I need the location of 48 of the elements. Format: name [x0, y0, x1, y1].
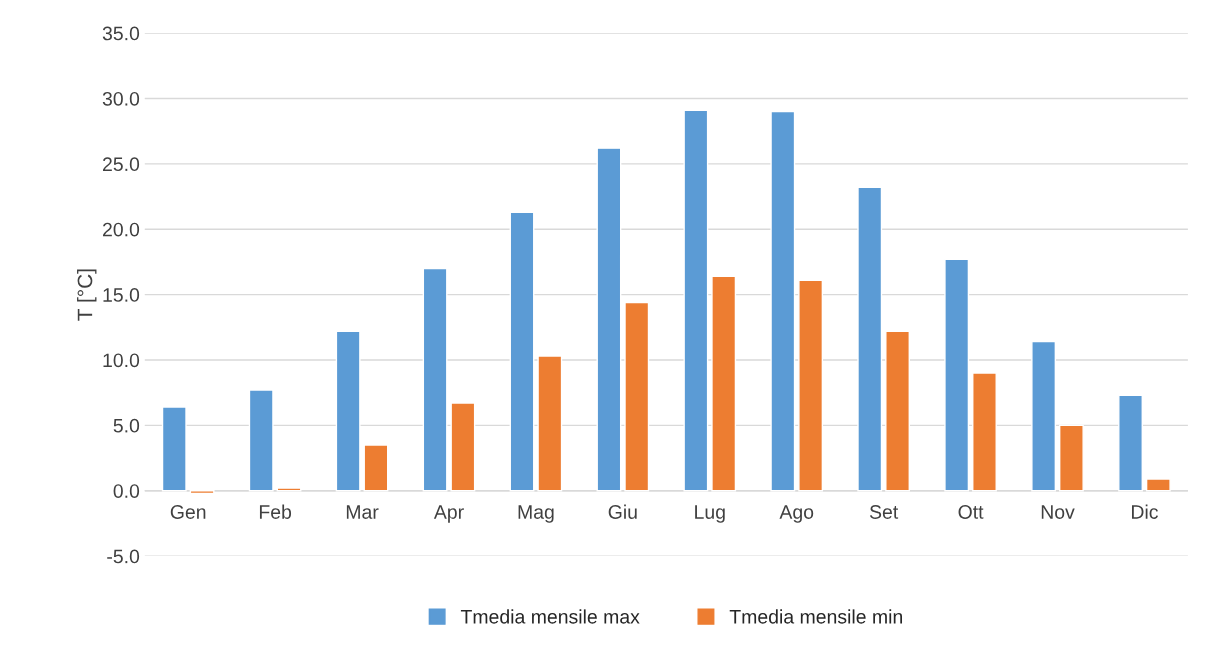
bar	[885, 330, 910, 492]
bar	[857, 186, 883, 492]
bar	[363, 444, 389, 492]
x-tick-label: Dic	[1132, 504, 1158, 519]
x-tick-label: Mag	[518, 505, 554, 523]
legend-label: Tmedia mensile max	[460, 609, 640, 624]
x-tick-label: Apr	[433, 505, 464, 523]
x-tick-label: Mar	[346, 505, 379, 519]
bar	[509, 211, 535, 492]
bar	[335, 330, 361, 492]
bar	[1058, 424, 1084, 492]
bar	[189, 490, 215, 495]
bar	[1031, 340, 1057, 492]
y-axis-title: T [°C]	[77, 269, 97, 321]
y-tick-label: 25.0	[103, 157, 140, 172]
bar	[798, 279, 824, 492]
bar	[276, 487, 302, 492]
bar	[248, 389, 274, 492]
x-tick-label: Gen	[170, 505, 206, 519]
legend-label: Tmedia mensile min	[729, 609, 903, 624]
y-tick-label: 15.0	[103, 288, 140, 302]
x-tick-label: Lug	[695, 505, 725, 523]
y-tick-label: 10.0	[103, 353, 140, 368]
bar	[770, 110, 796, 492]
y-tick-label: 35.0	[102, 26, 140, 41]
bar	[711, 275, 737, 492]
x-tick-label: Set	[869, 505, 899, 519]
bar	[972, 372, 997, 492]
bar	[161, 406, 187, 492]
bar	[624, 301, 650, 492]
x-tick-label: Feb	[259, 504, 292, 519]
x-tick-label: Giu	[608, 504, 637, 519]
y-tick-label: 0.0	[113, 484, 140, 498]
y-tick-label: -5.0	[107, 549, 140, 564]
bar	[596, 147, 622, 492]
y-tick-label: 30.0	[102, 91, 140, 106]
bar	[450, 402, 476, 492]
x-tick-label: Ago	[779, 505, 814, 523]
y-tick-label: 20.0	[103, 222, 140, 237]
bar	[537, 355, 563, 492]
y-tick-label: 5.0	[113, 418, 140, 433]
bar	[683, 109, 709, 492]
bar	[944, 258, 970, 492]
bar	[1118, 394, 1143, 492]
bar	[1145, 478, 1171, 492]
x-tick-label: Nov	[1041, 505, 1075, 519]
bar	[422, 267, 448, 492]
x-tick-label: Ott	[958, 505, 984, 519]
